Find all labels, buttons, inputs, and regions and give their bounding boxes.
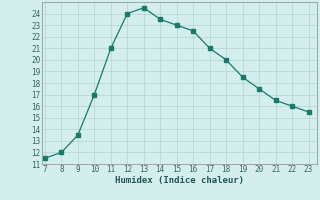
X-axis label: Humidex (Indice chaleur): Humidex (Indice chaleur)	[115, 176, 244, 185]
